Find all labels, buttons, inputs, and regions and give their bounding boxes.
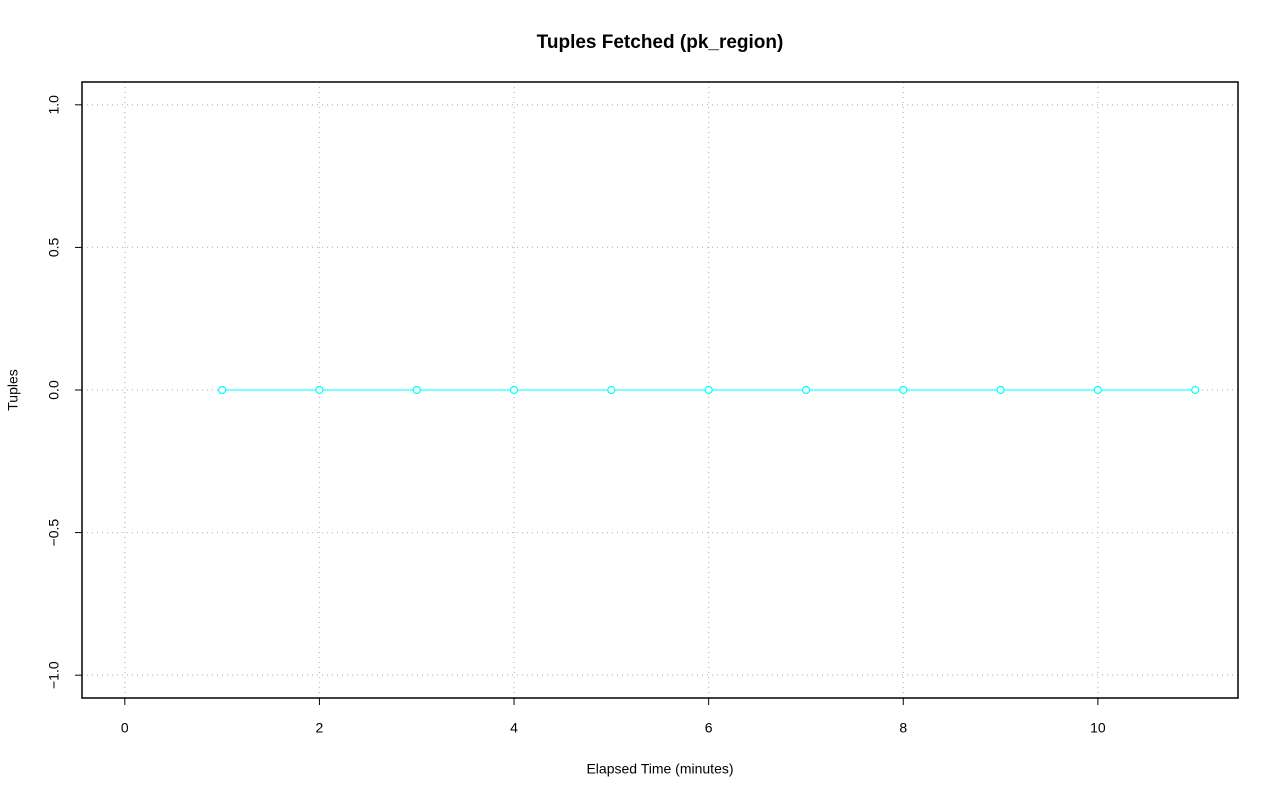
y-tick-label: −0.5 [46, 519, 62, 547]
data-point [509, 385, 519, 395]
data-point [218, 385, 227, 395]
y-axis-label: Tuples [5, 369, 21, 411]
data-point [315, 385, 324, 395]
data-point [996, 385, 1005, 395]
y-tick-label: 0.5 [46, 237, 62, 257]
x-tick-label: 10 [1090, 720, 1106, 736]
x-axis-label: Elapsed Time (minutes) [586, 761, 733, 777]
y-tick-label: 1.0 [46, 95, 62, 115]
data-point [607, 385, 616, 395]
y-tick-label: 0.0 [46, 380, 62, 400]
plot-frame [81, 81, 1239, 699]
x-tick-label: 0 [121, 720, 129, 736]
x-tick-label: 8 [899, 720, 907, 736]
chart-title: Tuples Fetched (pk_region) [537, 32, 784, 53]
x-tick-label: 4 [510, 720, 518, 736]
x-tick-label: 2 [316, 720, 324, 736]
data-point [1093, 385, 1102, 395]
data-point [899, 385, 908, 395]
data-point [704, 385, 713, 395]
data-point [1191, 385, 1200, 395]
data-point [412, 385, 421, 395]
y-tick-label: −1.0 [46, 661, 62, 689]
x-tick-label: 6 [705, 720, 713, 736]
data-point [801, 385, 811, 395]
